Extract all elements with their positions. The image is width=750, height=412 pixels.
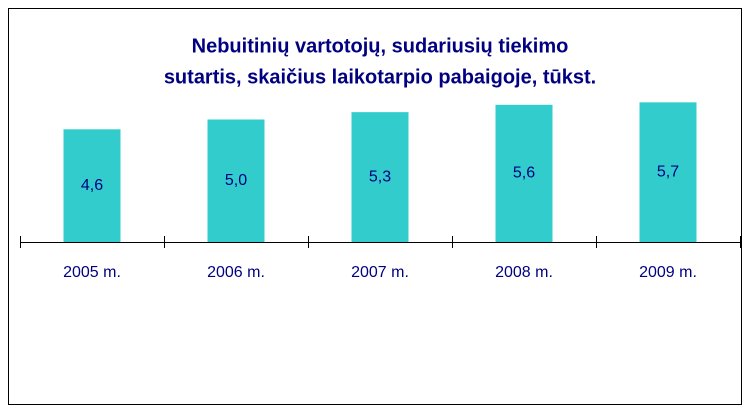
x-tick-label: 2006 m. [207, 264, 265, 281]
x-tick-label: 2009 m. [639, 264, 697, 281]
x-tick-label: 2007 m. [351, 264, 409, 281]
data-label: 5,7 [657, 163, 679, 180]
bar [351, 112, 409, 243]
bar [63, 129, 121, 242]
x-tick-label: 2008 m. [495, 264, 553, 281]
data-label: 4,6 [81, 177, 103, 194]
bar [207, 119, 265, 242]
bar [639, 102, 697, 242]
chart-title: sutartis, skaičius laikotarpio pabaigoje… [164, 66, 596, 88]
data-label: 5,3 [369, 168, 391, 185]
bar [495, 104, 553, 242]
data-label: 5,0 [225, 172, 247, 189]
x-tick-label: 2005 m. [63, 264, 121, 281]
data-label: 5,6 [513, 165, 535, 182]
chart-title: Nebuitinių vartotojų, sudariusių tiekimo [192, 35, 569, 57]
